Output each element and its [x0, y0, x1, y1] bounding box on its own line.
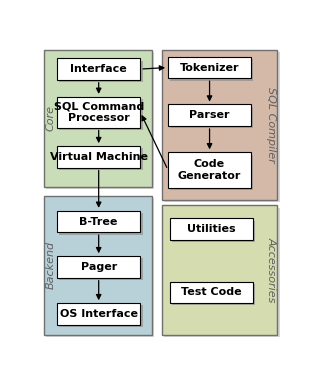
Text: SQL Command
Processor: SQL Command Processor — [54, 101, 144, 123]
Text: Test Code: Test Code — [181, 287, 241, 297]
Text: Parser: Parser — [189, 110, 230, 120]
Bar — [168, 105, 251, 126]
Bar — [60, 61, 143, 82]
Bar — [46, 198, 154, 337]
Bar — [57, 146, 140, 168]
Text: Backend: Backend — [46, 241, 56, 290]
Bar — [60, 148, 143, 170]
Bar — [172, 221, 255, 242]
Bar — [57, 58, 140, 80]
Bar — [168, 152, 251, 188]
Bar — [169, 218, 253, 240]
Text: B-Tree: B-Tree — [79, 216, 118, 226]
Text: Tokenizer: Tokenizer — [180, 62, 239, 72]
Bar — [162, 205, 277, 335]
Text: Core: Core — [46, 105, 56, 131]
Bar — [169, 282, 253, 303]
Bar — [57, 211, 140, 232]
Bar — [162, 50, 277, 200]
Bar — [57, 97, 140, 128]
Bar — [60, 259, 143, 280]
Text: Interface: Interface — [70, 64, 127, 74]
Bar — [60, 99, 143, 130]
Bar — [170, 107, 254, 128]
Bar — [164, 208, 280, 337]
Bar — [168, 57, 251, 78]
Text: SQL Compiler: SQL Compiler — [266, 87, 276, 163]
Bar — [170, 154, 254, 190]
Bar — [44, 196, 152, 335]
Bar — [164, 52, 280, 202]
Text: OS Interface: OS Interface — [60, 309, 138, 319]
Bar — [170, 59, 254, 80]
Text: Pager: Pager — [81, 262, 117, 272]
Bar — [46, 52, 154, 189]
Text: Code
Generator: Code Generator — [178, 159, 241, 181]
Text: Utilities: Utilities — [187, 224, 235, 234]
Bar — [60, 306, 143, 327]
Text: Accessories: Accessories — [266, 237, 276, 303]
Bar — [57, 303, 140, 325]
Bar — [60, 213, 143, 235]
Bar — [44, 50, 152, 187]
Bar — [172, 284, 255, 306]
Text: Virtual Machine: Virtual Machine — [50, 152, 148, 162]
Bar — [57, 256, 140, 278]
